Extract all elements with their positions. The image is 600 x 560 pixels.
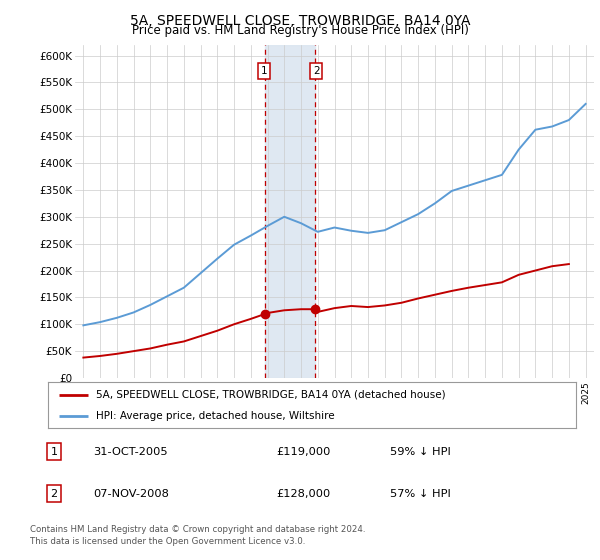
Text: Contains HM Land Registry data © Crown copyright and database right 2024.
This d: Contains HM Land Registry data © Crown c… xyxy=(30,525,365,546)
Bar xyxy=(265,45,315,378)
Text: 07-NOV-2008: 07-NOV-2008 xyxy=(93,489,169,499)
Text: 5A, SPEEDWELL CLOSE, TROWBRIDGE, BA14 0YA: 5A, SPEEDWELL CLOSE, TROWBRIDGE, BA14 0Y… xyxy=(130,14,470,28)
Text: 2: 2 xyxy=(50,489,58,499)
Text: 5A, SPEEDWELL CLOSE, TROWBRIDGE, BA14 0YA (detached house): 5A, SPEEDWELL CLOSE, TROWBRIDGE, BA14 0Y… xyxy=(95,390,445,400)
Text: £119,000: £119,000 xyxy=(276,447,331,457)
Text: 31-OCT-2005: 31-OCT-2005 xyxy=(93,447,167,457)
Text: 57% ↓ HPI: 57% ↓ HPI xyxy=(390,489,451,499)
Text: £128,000: £128,000 xyxy=(276,489,330,499)
Text: 1: 1 xyxy=(50,447,58,457)
Text: HPI: Average price, detached house, Wiltshire: HPI: Average price, detached house, Wilt… xyxy=(95,411,334,421)
Text: 59% ↓ HPI: 59% ↓ HPI xyxy=(390,447,451,457)
Text: 1: 1 xyxy=(260,66,267,76)
Text: 2: 2 xyxy=(313,66,319,76)
Text: Price paid vs. HM Land Registry's House Price Index (HPI): Price paid vs. HM Land Registry's House … xyxy=(131,24,469,37)
